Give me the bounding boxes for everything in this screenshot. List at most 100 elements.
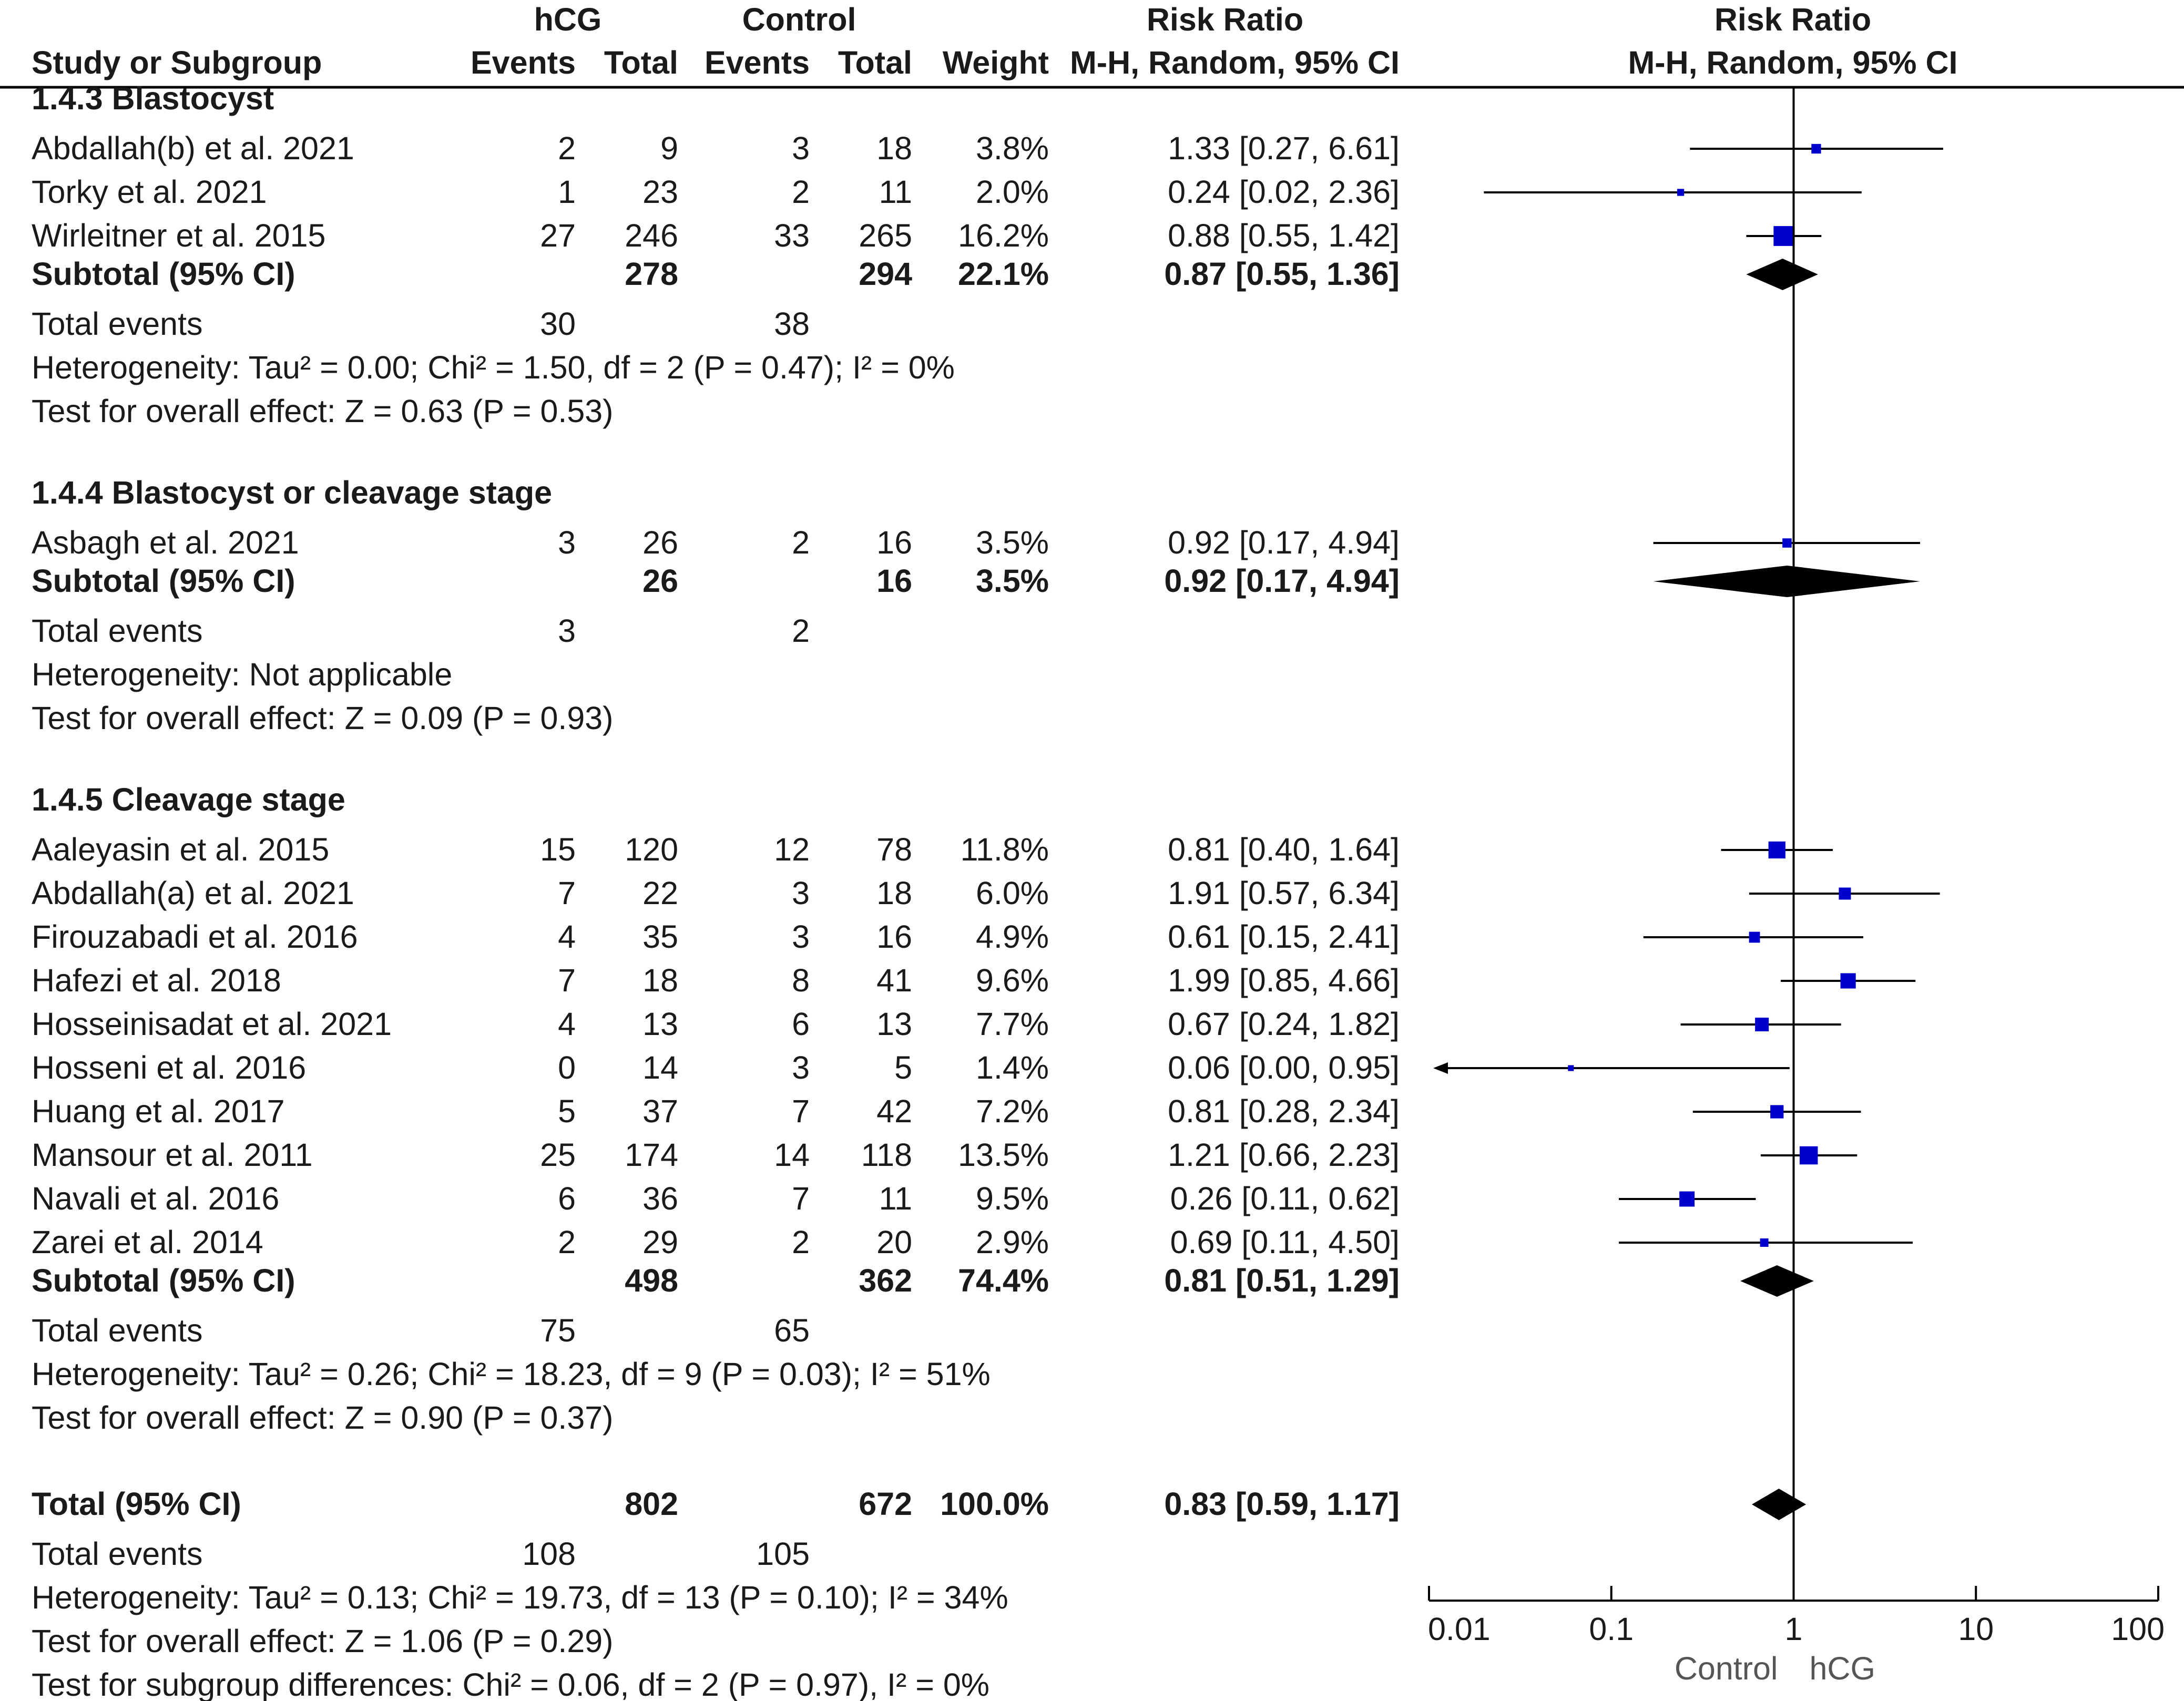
study-point-square bbox=[1568, 1065, 1574, 1071]
total-label: Total (95% CI) bbox=[32, 1486, 241, 1522]
hcg-total: 18 bbox=[642, 962, 678, 998]
study-name: Asbagh et al. 2021 bbox=[32, 525, 299, 560]
study-point-square bbox=[1677, 189, 1685, 196]
hcg-total: 36 bbox=[642, 1181, 678, 1216]
control-total: 18 bbox=[876, 130, 912, 166]
heterogeneity-stats: Heterogeneity: Tau² = 0.26; Chi² = 18.23… bbox=[32, 1356, 991, 1392]
hcg-events: 6 bbox=[558, 1181, 576, 1216]
subtotal-label: Subtotal (95% CI) bbox=[32, 1263, 295, 1298]
study-point-square bbox=[1811, 144, 1821, 154]
hcg-total: 26 bbox=[642, 525, 678, 560]
x-axis-tick-label: 1 bbox=[1785, 1611, 1803, 1647]
control-total: 16 bbox=[876, 525, 912, 560]
study-weight: 7.2% bbox=[976, 1093, 1049, 1129]
subtotal-risk-ratio-ci: 0.87 [0.55, 1.36] bbox=[1164, 256, 1400, 292]
hcg-total: 37 bbox=[642, 1093, 678, 1129]
total-events-hcg: 3 bbox=[558, 613, 576, 649]
hcg-events: 1 bbox=[558, 174, 576, 210]
heterogeneity-stats: Heterogeneity: Tau² = 0.00; Chi² = 1.50,… bbox=[32, 350, 955, 385]
control-events: 3 bbox=[792, 130, 810, 166]
overall-effect-test: Test for overall effect: Z = 0.90 (P = 0… bbox=[32, 1400, 614, 1436]
subtotal-diamond bbox=[1746, 259, 1818, 290]
control-total: 41 bbox=[876, 962, 912, 998]
total-events-control: 2 bbox=[792, 613, 810, 649]
total-events-hcg: 75 bbox=[540, 1313, 576, 1348]
control-events: 3 bbox=[792, 1050, 810, 1085]
subtotal-diamond bbox=[1740, 1265, 1814, 1297]
header-weight: Weight bbox=[943, 45, 1049, 80]
total-hcg: 802 bbox=[625, 1486, 678, 1522]
study-risk-ratio-ci: 0.81 [0.28, 2.34] bbox=[1168, 1093, 1400, 1129]
subtotal-control-total: 294 bbox=[859, 256, 912, 292]
control-total: 78 bbox=[876, 832, 912, 867]
favours-hcg-label: hCG bbox=[1810, 1651, 1875, 1686]
control-events: 12 bbox=[774, 832, 810, 867]
study-weight: 9.5% bbox=[976, 1181, 1049, 1216]
hcg-events: 2 bbox=[558, 130, 576, 166]
study-point-square bbox=[1839, 887, 1851, 900]
study-point-square bbox=[1799, 1146, 1818, 1165]
x-axis-tick-label: 10 bbox=[1958, 1611, 1994, 1647]
study-risk-ratio-ci: 0.61 [0.15, 2.41] bbox=[1168, 919, 1400, 955]
study-weight: 16.2% bbox=[958, 218, 1049, 253]
subtotal-label: Subtotal (95% CI) bbox=[32, 256, 295, 292]
study-weight: 3.5% bbox=[976, 525, 1049, 560]
total-control: 672 bbox=[859, 1486, 912, 1522]
hcg-events: 0 bbox=[558, 1050, 576, 1085]
study-point-square bbox=[1768, 841, 1785, 859]
overall-effect-test: Test for overall effect: Z = 0.09 (P = 0… bbox=[32, 700, 614, 736]
overall-diamond bbox=[1752, 1489, 1807, 1520]
favours-control-label: Control bbox=[1675, 1651, 1778, 1686]
study-point-square bbox=[1782, 538, 1792, 548]
study-risk-ratio-ci: 0.67 [0.24, 1.82] bbox=[1168, 1006, 1400, 1042]
study-risk-ratio-ci: 1.33 [0.27, 6.61] bbox=[1168, 130, 1400, 166]
subtotal-label: Subtotal (95% CI) bbox=[32, 563, 295, 599]
study-risk-ratio-ci: 1.91 [0.57, 6.34] bbox=[1168, 875, 1400, 911]
study-point-square bbox=[1840, 973, 1856, 989]
header-plot-risk-ratio: Risk Ratio bbox=[1714, 2, 1871, 37]
subtotal-risk-ratio-ci: 0.81 [0.51, 1.29] bbox=[1164, 1263, 1400, 1298]
study-name: Mansour et al. 2011 bbox=[32, 1137, 313, 1173]
hcg-events: 27 bbox=[540, 218, 576, 253]
header-control: Control bbox=[742, 2, 856, 37]
header-rr-method: M-H, Random, 95% CI bbox=[1070, 45, 1400, 80]
subtotal-hcg-total: 498 bbox=[625, 1263, 678, 1298]
subtotal-weight: 74.4% bbox=[958, 1263, 1049, 1298]
heterogeneity-stats: Heterogeneity: Not applicable bbox=[32, 657, 452, 692]
hcg-events: 2 bbox=[558, 1224, 576, 1260]
study-risk-ratio-ci: 0.24 [0.02, 2.36] bbox=[1168, 174, 1400, 210]
study-name: Huang et al. 2017 bbox=[32, 1093, 285, 1129]
study-weight: 4.9% bbox=[976, 919, 1049, 955]
study-weight: 3.8% bbox=[976, 130, 1049, 166]
total-events-control: 65 bbox=[774, 1313, 810, 1348]
control-total: 18 bbox=[876, 875, 912, 911]
subtotal-weight: 22.1% bbox=[958, 256, 1049, 292]
overall-heterogeneity: Heterogeneity: Tau² = 0.13; Chi² = 19.73… bbox=[32, 1580, 1008, 1615]
study-name: Firouzabadi et al. 2016 bbox=[32, 919, 358, 955]
study-point-square bbox=[1770, 1105, 1784, 1119]
header-study-subgroup: Study or Subgroup bbox=[32, 45, 322, 80]
control-total: 11 bbox=[879, 1181, 912, 1216]
study-name: Hosseni et al. 2016 bbox=[32, 1050, 306, 1085]
hcg-events: 3 bbox=[558, 525, 576, 560]
header-hcg-events: Events bbox=[471, 45, 576, 80]
overall-events-label: Total events bbox=[32, 1536, 203, 1572]
header-plot-method: M-H, Random, 95% CI bbox=[1628, 45, 1957, 80]
hcg-events: 15 bbox=[540, 832, 576, 867]
study-weight: 7.7% bbox=[976, 1006, 1049, 1042]
study-risk-ratio-ci: 0.69 [0.11, 4.50] bbox=[1170, 1224, 1400, 1260]
x-axis-tick-label: 0.1 bbox=[1589, 1611, 1634, 1647]
study-weight: 11.8% bbox=[961, 832, 1049, 867]
overall-effect-test-total: Test for overall effect: Z = 1.06 (P = 0… bbox=[32, 1623, 614, 1659]
study-name: Aaleyasin et al. 2015 bbox=[32, 832, 329, 867]
hcg-events: 7 bbox=[558, 875, 576, 911]
subtotal-control-total: 16 bbox=[876, 563, 912, 599]
header-risk-ratio: Risk Ratio bbox=[1147, 2, 1303, 37]
forest-plot-area: 0.01 0.1 1 10 100 Control hCG bbox=[1428, 87, 2165, 1686]
total-events-hcg: 30 bbox=[540, 306, 576, 342]
x-axis-tick-label: 0.01 bbox=[1428, 1611, 1491, 1647]
total-weight: 100.0% bbox=[940, 1486, 1049, 1522]
control-total: 11 bbox=[879, 174, 912, 210]
